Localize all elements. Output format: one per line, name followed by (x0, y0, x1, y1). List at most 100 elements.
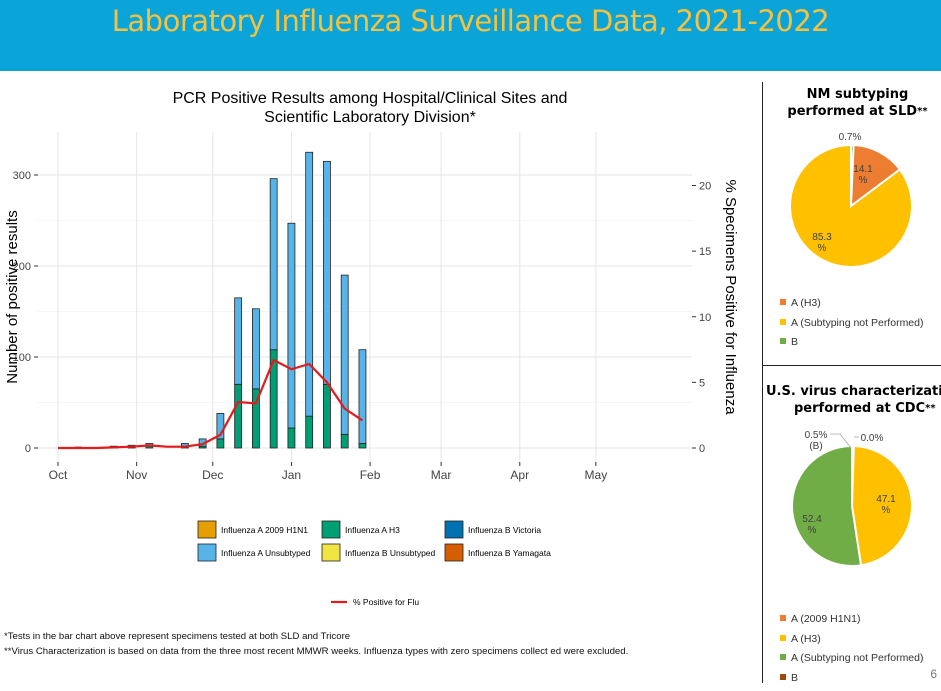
y2-tick-label: 10 (699, 312, 711, 324)
y-tick-label: 0 (25, 443, 31, 455)
pie2-title-line2: performed at CDC** (766, 400, 941, 417)
pie-slice-a-h3- (850, 444, 913, 567)
title-banner: Laboratory Influenza Surveillance Data, … (0, 0, 941, 71)
pie-data-label: 0.5% (B) (805, 430, 828, 452)
pie1-title-line2: performed at SLD** (770, 103, 941, 120)
bar-influenza-a-h3 (305, 415, 314, 449)
legend-swatch (780, 299, 786, 306)
y2-axis: 0 5 10 15 20 (692, 181, 711, 455)
x-axis: Oct Nov Dec Jan Feb Mar Apr May (49, 462, 608, 482)
legend-label: Influenza A Unsubtyped (221, 548, 311, 558)
pie1-chart: 0.7% 14.1 % 85.3% (789, 132, 913, 268)
legend-label: Influenza A 2009 H1N1 (221, 525, 308, 535)
legend-label: Influenza B Victoria (468, 525, 541, 535)
pie1-legend-label: B (791, 336, 799, 348)
pie2-legend-item: B (780, 669, 924, 689)
pie-slice-a-h3- (849, 144, 902, 209)
legend-swatch (197, 520, 217, 539)
legend-swatch (780, 615, 786, 622)
x-tick-label: Nov (126, 468, 147, 482)
bar-influenza-a-unsubtyped (269, 178, 278, 351)
x-tick-label: Feb (360, 468, 381, 482)
bar-influenza-a-h3 (216, 438, 225, 449)
legend-swatch (780, 338, 786, 345)
pie1-title-line1: NM subtyping (806, 87, 909, 102)
pie2-legend-label: B (791, 671, 799, 684)
footnote-2: **Virus Characterization is based on dat… (4, 646, 629, 657)
y2-tick-label: 15 (699, 246, 711, 258)
pie2-legend-item: A (2009 H1N1) (780, 610, 924, 630)
pie2-title-line1: U.S. virus characterization (766, 384, 941, 399)
legend-swatch (780, 634, 786, 641)
legend-swatch (780, 654, 786, 661)
page-title: Laboratory Influenza Surveillance Data, … (111, 4, 830, 38)
pie1-legend-item: A (H3) (780, 294, 924, 314)
x-tick-label: May (585, 468, 608, 482)
legend-label: Influenza A H3 (345, 525, 400, 535)
pie1-title-mark: ** (917, 106, 928, 117)
pie-data-label: 52.4% (802, 514, 822, 536)
line-legend-label: % Positive for Flu (353, 597, 419, 607)
pie2-legend-label: A (2009 H1N1) (791, 613, 861, 625)
y-axis-label: Number of positive results (4, 210, 21, 383)
y-axis: 0 100 200 300 (13, 170, 38, 455)
x-tick-label: Mar (431, 468, 452, 482)
main-chart: PCR Positive Results among Hospital/Clin… (4, 90, 739, 607)
panel-divider-vertical (762, 82, 763, 683)
y-tick-label: 100 (13, 352, 31, 364)
pie-data-label: 47.1% (876, 494, 896, 516)
panel-divider-horizontal (762, 365, 941, 366)
x-tick-label: Jan (282, 468, 301, 482)
pie-data-label: 85.3% (812, 232, 832, 254)
pie1-legend: A (H3) A (Subtyping not Performed) B (780, 294, 924, 353)
y2-tick-label: 5 (699, 377, 705, 389)
pie2-legend-label: A (Subtyping not Performed) (791, 652, 924, 664)
pie2-legend-label: A (H3) (791, 632, 821, 645)
pie1-legend-label: A (H3) (791, 297, 821, 309)
pie-slice-a-subtyping-not-performed- (791, 444, 863, 567)
bar-influenza-a-unsubtyped (358, 349, 367, 444)
x-tick-label: Dec (202, 468, 223, 482)
bar-influenza-a-unsubtyped (305, 151, 314, 417)
legend-label: Influenza B Unsubtyped (345, 548, 436, 558)
legend-swatch (444, 520, 464, 539)
pie1-legend-item: B (780, 333, 924, 353)
pie1-legend-item: A (Subtyping not Performed) (780, 314, 924, 334)
pie2-chart: 0.5% (B) 0.0% 47.1 % 52.4% (791, 430, 913, 567)
legend-swatch (780, 673, 786, 680)
bar-influenza-a-unsubtyped (323, 160, 331, 385)
pie2-title: U.S. virus characterization performed at… (766, 383, 941, 417)
footnote-1: *Tests in the bar chart above represent … (4, 631, 351, 642)
bar-influenza-a-h3 (340, 433, 349, 449)
pie2-legend-item: A (H3) (780, 630, 924, 650)
chart-title-line1: PCR Positive Results among Hospital/Clin… (173, 90, 568, 107)
legend-label: Influenza B Yamagata (468, 548, 551, 558)
y-tick-label: 300 (13, 170, 31, 182)
pie2-title-line2-text: performed at CDC (794, 401, 926, 416)
y-tick-label: 200 (13, 261, 31, 273)
pie2-legend: A (2009 H1N1) A (H3) A (Subtyping not Pe… (780, 610, 924, 688)
bar-influenza-a-h3 (358, 443, 367, 449)
bar-influenza-a-unsubtyped (287, 222, 296, 429)
legend-swatch (321, 543, 341, 562)
chart-title-line2: Scientific Laboratory Division* (264, 109, 476, 126)
chart-legend: Influenza A 2009 H1N1 Influenza A H3 Influ… (197, 520, 551, 607)
y2-axis-label: % Specimens Positive for Influenza (722, 179, 739, 415)
pie-leader-line (830, 433, 852, 449)
pie1-title: NM subtyping performed at SLD** (770, 86, 941, 120)
x-tick-label: Apr (510, 468, 529, 482)
legend-swatch (321, 520, 341, 539)
bar-influenza-a-h3 (287, 427, 296, 449)
pie-data-label: 0.0% (861, 433, 884, 444)
bar-influenza-a-h3 (323, 383, 331, 449)
pie2-legend-item: A (Subtyping not Performed) (780, 649, 924, 669)
y2-tick-label: 20 (699, 181, 711, 193)
y2-tick-label: 0 (699, 443, 705, 455)
pie-slice-a-subtyping-not-performed- (789, 143, 913, 268)
page-number: 6 (930, 667, 937, 681)
bar-influenza-a-unsubtyped (234, 297, 243, 385)
pie1-legend-label: A (Subtyping not Performed) (791, 316, 924, 329)
x-tick-label: Oct (49, 468, 68, 482)
percent-positive-line (58, 358, 364, 450)
percent-positive-line-group (58, 358, 364, 450)
